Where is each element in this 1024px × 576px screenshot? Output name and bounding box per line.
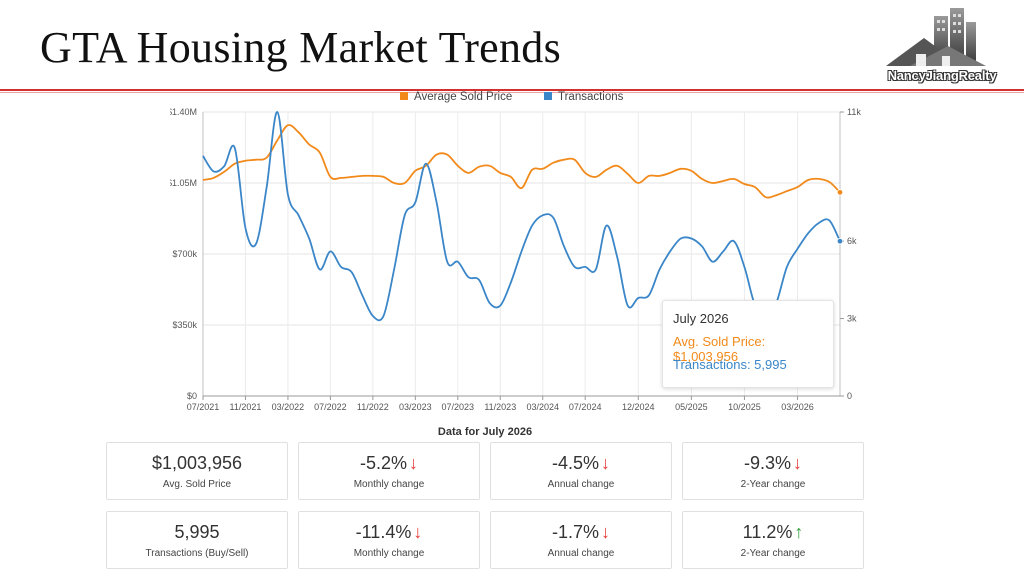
stat-label: 2-Year change (740, 479, 806, 490)
x-tick-label: 07/2024 (569, 402, 602, 412)
y-left-tick-label: $700k (172, 249, 197, 259)
x-tick-label: 07/2023 (442, 402, 475, 412)
x-tick-label: 03/2024 (526, 402, 559, 412)
stat-card-price-monthly: -5.2% ↓ Monthly change (298, 442, 480, 500)
series-transactions-line (202, 111, 841, 322)
arrow-down-icon: ↓ (601, 522, 611, 542)
stat-label: Monthly change (353, 479, 425, 490)
logo-wordmark: NancyJiangRealty (887, 68, 997, 83)
stat-value: 11.2% ↑ (742, 522, 804, 542)
legend-swatch (544, 92, 552, 100)
arrow-down-icon: ↓ (601, 453, 611, 473)
legend-label: Average Sold Price (414, 91, 512, 103)
series-average-sold-price-line (202, 124, 841, 199)
stat-value: $1,003,956 (151, 453, 243, 473)
x-tick-label: 07/2022 (314, 402, 347, 412)
y-right-tick-label: 3k (847, 314, 857, 324)
x-tick-label: 03/2023 (399, 402, 432, 412)
y-right-tick-label: 0 (847, 391, 852, 401)
arrow-down-icon: ↓ (409, 453, 419, 473)
stat-value: -4.5% ↓ (551, 453, 611, 473)
stat-label: Transactions (Buy/Sell) (145, 548, 249, 559)
legend-label: Transactions (558, 91, 624, 103)
stat-label: Monthly change (353, 548, 425, 559)
stat-value: -9.3% ↓ (743, 453, 803, 473)
price-transactions-chart: $0$350k$700k$1.05M$1.40M07/202111/202103… (170, 91, 861, 412)
stat-label: 2-Year change (740, 548, 806, 559)
tooltip-date: July 2026 (673, 311, 729, 326)
stat-card-transactions: 5,995 Transactions (Buy/Sell) (106, 511, 288, 569)
y-left-tick-label: $350k (172, 320, 197, 330)
x-tick-label: 03/2026 (781, 402, 814, 412)
y-left-tick-label: $0 (187, 391, 197, 401)
series-average-sold-price-point (836, 189, 844, 196)
brand-logo: NancyJiangRealty (872, 8, 1012, 90)
y-right-tick-label: 6k (847, 236, 857, 246)
data-for-label: Data for July 2026 (437, 426, 533, 438)
stat-card-avg-price: $1,003,956 Avg. Sold Price (106, 442, 288, 500)
x-tick-label: 11/2022 (357, 402, 389, 412)
arrow-up-icon: ↑ (794, 522, 804, 542)
legend-swatch (400, 92, 408, 100)
building-icon (886, 8, 986, 66)
chart-tooltip: July 2026 Avg. Sold Price: $1,003,956 Tr… (662, 300, 834, 388)
series-transactions-point (836, 238, 844, 245)
arrow-down-icon: ↓ (793, 453, 803, 473)
x-tick-label: 10/2025 (728, 402, 761, 412)
x-tick-label: 03/2022 (272, 402, 305, 412)
x-tick-label: 11/2021 (230, 402, 262, 412)
stat-card-price-annual: -4.5% ↓ Annual change (490, 442, 672, 500)
x-tick-label: 12/2024 (622, 402, 655, 412)
stat-card-tx-2year: 11.2% ↑ 2-Year change (682, 511, 864, 569)
stat-label: Annual change (547, 479, 615, 490)
y-left-tick-label: $1.05M (170, 178, 197, 188)
stat-value: -11.4% ↓ (355, 522, 423, 542)
stat-label: Avg. Sold Price (162, 479, 232, 490)
tooltip-transactions: Transactions: 5,995 (673, 357, 787, 372)
y-left-tick-label: $1.40M (170, 107, 197, 117)
stat-value: 5,995 (174, 522, 220, 542)
tooltip-price: Avg. Sold Price: $1,003,956 (673, 334, 766, 364)
stat-value: -5.2% ↓ (359, 453, 419, 473)
page-title: GTA Housing Market Trends (40, 23, 561, 72)
title-divider-shadow (0, 92, 1024, 93)
stat-card-tx-monthly: -11.4% ↓ Monthly change (298, 511, 480, 569)
stat-card-tx-annual: -1.7% ↓ Annual change (490, 511, 672, 569)
x-tick-label: 05/2025 (675, 402, 708, 412)
stat-value: -1.7% ↓ (551, 522, 611, 542)
title-divider (0, 89, 1024, 91)
y-right-tick-label: 11k (847, 107, 861, 117)
x-tick-label: 11/2023 (484, 402, 516, 412)
stat-card-price-2year: -9.3% ↓ 2-Year change (682, 442, 864, 500)
arrow-down-icon: ↓ (413, 522, 423, 542)
x-tick-label: 07/2021 (187, 402, 220, 412)
stat-label: Annual change (547, 548, 615, 559)
